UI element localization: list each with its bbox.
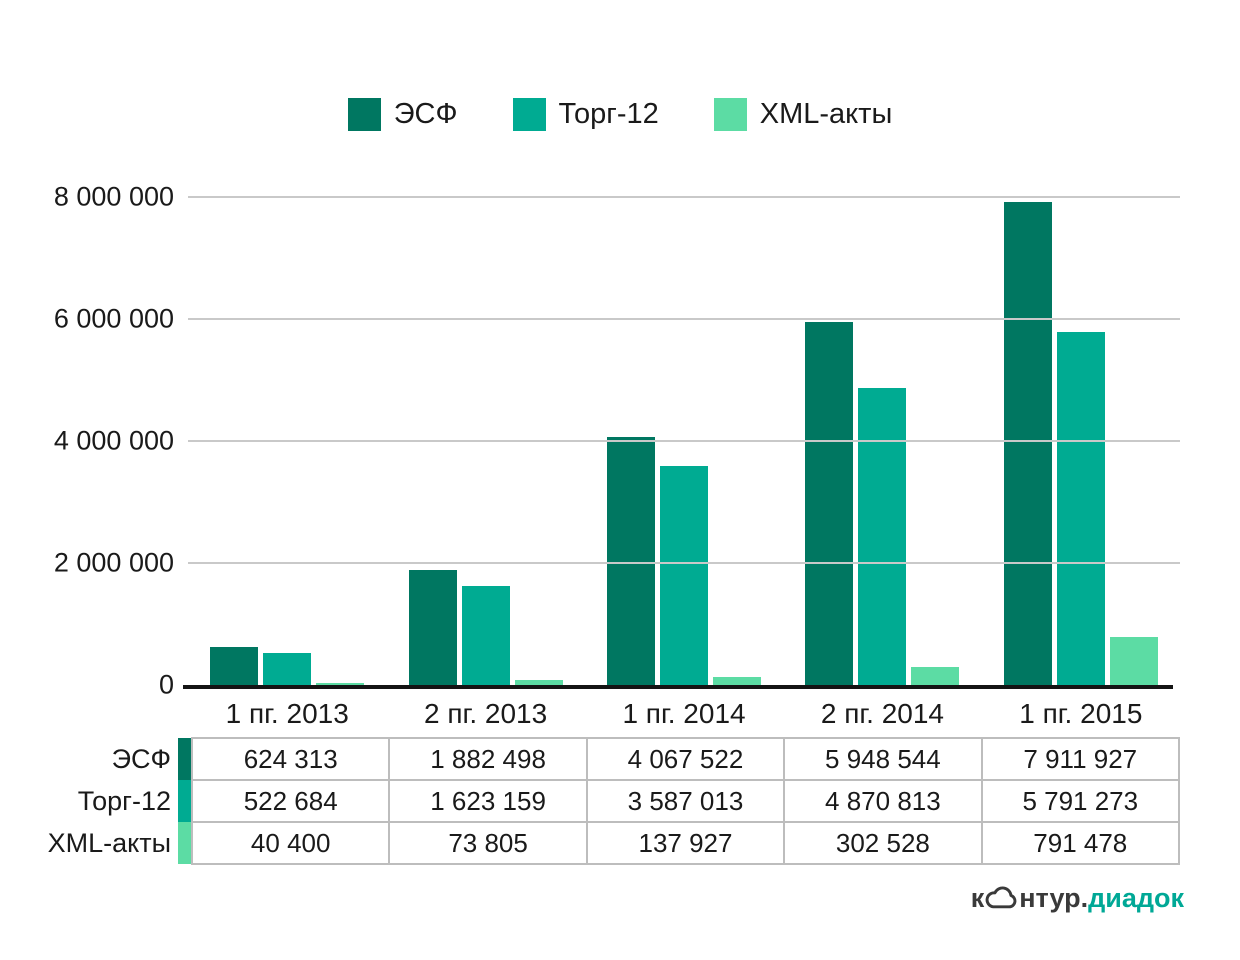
table-cell: 40 400 (190, 821, 391, 865)
y-tick-label: 0 (158, 669, 174, 700)
bar (911, 667, 960, 685)
data-table-body: ЭСФ 624 313 1 882 498 4 067 522 5 948 544 7 9… (0, 737, 1181, 865)
plot-area: 0 2 000 000 4 000 000 6 000 000 8 000 000 (54, 182, 1180, 700)
bar (858, 388, 907, 685)
bar-groups (188, 197, 1180, 685)
legend-label: Торг-12 (558, 98, 659, 130)
legend-label: ЭСФ (393, 98, 458, 130)
gridline (188, 318, 1180, 320)
x-axis-baseline (183, 685, 1173, 689)
y-tick-label: 2 000 000 (53, 547, 174, 578)
table-cell: 522 684 (190, 779, 391, 823)
gridline (188, 440, 1180, 442)
gridline (188, 562, 1180, 564)
table-cell: 1 882 498 (388, 737, 588, 781)
table-cell: 7 911 927 (980, 737, 1181, 781)
bar-group (982, 197, 1180, 685)
bar (263, 653, 312, 685)
legend-label: XML-акты (759, 98, 893, 130)
bar (805, 322, 854, 685)
legend-swatch (713, 98, 747, 131)
legend-item: Торг-12 (512, 98, 659, 131)
bar (1056, 332, 1105, 685)
data-table: ЭСФ 624 313 1 882 498 4 067 522 5 948 544 7 9… (0, 737, 1181, 865)
kontur-diadoc-logo: к нтур. диадок (971, 883, 1184, 914)
table-cell: 4 870 813 (783, 779, 983, 823)
bar-group (386, 197, 584, 685)
legend-item: ЭСФ (347, 98, 458, 131)
table-cell: 5 948 544 (783, 737, 983, 781)
bar (713, 677, 762, 685)
logo-text-diadoc: диадок (1088, 883, 1184, 913)
bar-group (585, 197, 783, 685)
table-row: ЭСФ 624 313 1 882 498 4 067 522 5 948 544 7 9… (0, 737, 1181, 781)
bar-group (188, 197, 386, 685)
row-label: Торг-12 (77, 785, 171, 816)
legend-swatch (347, 98, 381, 131)
row-color-swatch (178, 822, 192, 864)
table-cell: 624 313 (190, 737, 391, 781)
bar (514, 680, 563, 685)
table-row: Торг-12 522 684 1 623 159 3 587 013 4 870 81… (0, 779, 1181, 823)
x-tick-label: 2 пг. 2013 (424, 698, 548, 729)
legend-swatch (512, 98, 546, 131)
x-axis-labels: 1 пг. 2013 2 пг. 2013 1 пг. 2014 2 пг. 2014… (188, 698, 1180, 730)
table-cell: 137 927 (585, 821, 786, 865)
bar (607, 437, 656, 685)
table-cell: 791 478 (980, 821, 1181, 865)
bar (408, 570, 457, 685)
legend: ЭСФ Торг-12 XML-акты (0, 98, 1240, 131)
y-tick-label: 8 000 000 (53, 181, 174, 212)
x-tick-label: 1 пг. 2013 (225, 698, 349, 729)
bar (210, 647, 259, 685)
table-cell: 302 528 (783, 821, 983, 865)
bar (660, 466, 709, 685)
table-row: XML-акты 40 400 73 805 137 927 302 528 791 47… (0, 821, 1181, 865)
y-tick-label: 6 000 000 (53, 303, 174, 334)
bar (316, 683, 365, 685)
bar (461, 586, 510, 685)
logo-text-ntur: нтур. (1019, 883, 1089, 913)
table-cell: 1 623 159 (388, 779, 588, 823)
row-label: ЭСФ (111, 743, 171, 774)
legend-item: XML-акты (713, 98, 893, 131)
x-tick-label: 2 пг. 2014 (820, 698, 944, 729)
table-cell: 5 791 273 (980, 779, 1181, 823)
bar-group (783, 197, 981, 685)
y-tick-label: 4 000 000 (53, 425, 174, 456)
cloud-icon (985, 886, 1018, 912)
row-color-swatch (178, 738, 192, 780)
table-cell: 4 067 522 (585, 737, 786, 781)
logo-text-k: к (970, 883, 985, 913)
gridline (188, 196, 1180, 198)
bar (1003, 202, 1052, 685)
x-tick-label: 1 пг. 2014 (622, 698, 746, 729)
bar (1109, 637, 1158, 685)
table-cell: 73 805 (388, 821, 588, 865)
table-cell: 3 587 013 (585, 779, 786, 823)
x-tick-label: 1 пг. 2015 (1019, 698, 1143, 729)
row-label: XML-акты (47, 827, 171, 858)
row-color-swatch (178, 780, 192, 822)
